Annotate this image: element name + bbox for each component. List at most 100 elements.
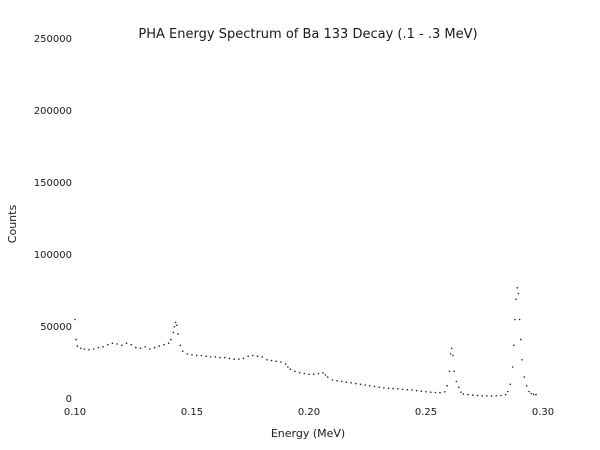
data-point: [420, 390, 423, 393]
data-point: [186, 353, 189, 355]
data-point: [144, 346, 146, 348]
y-axis-label: Counts: [6, 205, 19, 244]
data-point: [303, 372, 306, 375]
data-point: [163, 343, 165, 346]
data-point: [153, 346, 156, 349]
data-point: [135, 346, 137, 349]
data-point: [76, 345, 79, 347]
data-point: [167, 342, 170, 345]
data-points: [74, 287, 537, 397]
data-point: [429, 391, 432, 394]
data-point: [532, 393, 535, 396]
data-point: [453, 370, 455, 373]
data-point: [181, 350, 184, 353]
data-point: [387, 387, 390, 390]
x-tick-labels: 0.10 0.15 0.20 0.25 0.30: [64, 407, 554, 418]
data-point: [364, 384, 367, 386]
y-tick-label: 150000: [34, 178, 72, 189]
chart-title: PHA Energy Spectrum of Ba 133 Decay (.1 …: [138, 27, 477, 42]
data-point: [242, 357, 245, 360]
data-point: [209, 356, 212, 358]
data-point: [446, 384, 448, 387]
data-point: [174, 321, 177, 324]
data-point: [83, 348, 86, 350]
data-point: [481, 395, 484, 397]
data-point: [411, 389, 413, 391]
data-point: [158, 345, 160, 347]
y-tick-label: 100000: [34, 250, 72, 261]
data-point: [102, 346, 104, 348]
data-point: [525, 384, 528, 387]
data-point: [326, 376, 329, 378]
data-point: [312, 373, 315, 376]
data-point: [443, 391, 446, 393]
data-point: [200, 354, 203, 357]
data-point: [530, 392, 533, 395]
x-tick-label: 0.10: [64, 407, 86, 418]
data-point: [261, 356, 264, 358]
data-point: [176, 324, 178, 327]
data-point: [341, 380, 343, 383]
data-point: [535, 393, 537, 396]
data-point: [452, 354, 454, 357]
data-point: [298, 372, 301, 374]
data-point: [331, 379, 334, 381]
data-point: [294, 370, 296, 373]
y-tick-label: 0: [66, 394, 72, 405]
data-point: [88, 348, 90, 351]
data-point: [149, 348, 151, 350]
data-point: [224, 356, 226, 359]
data-point: [252, 354, 254, 357]
data-point: [247, 355, 249, 358]
data-point: [130, 343, 132, 346]
data-point: [336, 379, 338, 382]
data-point: [528, 390, 530, 393]
data-point: [74, 318, 76, 321]
data-point: [458, 386, 460, 389]
data-point: [462, 393, 465, 395]
data-point: [121, 344, 123, 347]
data-point: [284, 363, 287, 365]
data-point: [97, 346, 100, 349]
data-point: [317, 372, 320, 375]
data-point: [521, 359, 523, 361]
data-point: [345, 381, 348, 383]
data-point: [219, 356, 221, 359]
data-point: [406, 389, 409, 391]
data-point: [472, 394, 474, 396]
y-tick-label: 50000: [40, 322, 72, 333]
data-point: [439, 391, 441, 394]
data-point: [507, 390, 509, 393]
y-tick-labels: 0 50000 100000 150000 200000 250000: [34, 34, 72, 405]
data-point: [401, 388, 404, 391]
data-point: [520, 338, 522, 341]
data-point: [170, 338, 172, 341]
data-point: [80, 347, 82, 350]
data-point: [92, 348, 95, 350]
data-point: [415, 389, 418, 392]
data-point: [287, 366, 289, 368]
data-point: [179, 344, 182, 347]
data-point: [172, 331, 175, 334]
x-tick-label: 0.30: [532, 407, 554, 418]
data-point: [373, 385, 376, 388]
data-point: [266, 359, 268, 361]
data-point: [455, 380, 458, 383]
x-tick-label: 0.15: [181, 407, 203, 418]
data-point: [116, 343, 118, 345]
x-tick-label: 0.20: [298, 407, 320, 418]
data-point: [322, 372, 324, 374]
data-point: [518, 318, 521, 321]
data-point: [523, 376, 526, 378]
data-point: [514, 318, 516, 321]
data-point: [450, 347, 453, 350]
data-point: [392, 387, 395, 390]
data-point: [486, 395, 488, 397]
data-point: [214, 356, 217, 358]
data-point: [177, 333, 179, 335]
y-tick-label: 250000: [34, 34, 72, 45]
data-point: [460, 391, 462, 394]
data-point: [383, 387, 385, 389]
data-point: [308, 373, 310, 376]
